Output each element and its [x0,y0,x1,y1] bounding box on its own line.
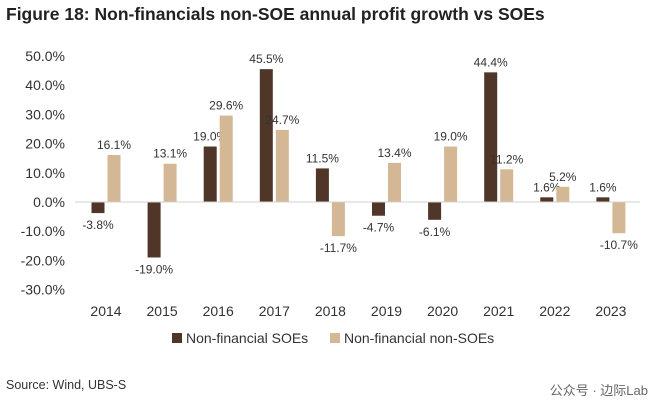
y-tick-label: 40.0% [25,77,65,93]
data-label: 11.2% [490,152,523,166]
y-tick-label: 50.0% [25,48,65,64]
data-label: -19.0% [135,262,173,276]
bar-soe [203,146,217,202]
x-tick-label: 2015 [147,303,178,319]
legend-label: Non-financial SOEs [186,330,308,346]
data-label: 11.5% [306,151,339,165]
data-label: 19.0% [434,130,468,144]
y-tick-label: -20.0% [21,252,65,268]
bar-non-soe [107,154,121,202]
bar-soe [259,69,273,202]
bar-non-soe [388,162,401,202]
data-label: 45.5% [249,52,283,66]
bar-soe [428,202,442,220]
data-label: 1.6% [533,180,561,194]
x-tick-label: 2017 [259,303,290,319]
bar-soe [484,72,498,203]
bar-soe [596,197,610,202]
bar-non-soe [275,129,289,202]
y-tick-label: -30.0% [21,282,65,298]
y-tick-label: 20.0% [25,136,65,152]
bar-non-soe [219,115,233,202]
data-label: 13.4% [377,146,411,160]
data-label: 29.6% [209,99,243,113]
bar-non-soe [331,202,345,237]
watermark: 公众号 · 边际Lab [549,383,648,398]
bar-chart: 50.0% 40.0% 30.0% 20.0% 10.0% 0.0% -10.0% -20.0… [21,48,640,346]
bar-non-soe [444,146,458,202]
x-tick-label: 2019 [371,303,402,319]
data-label: -6.1% [419,225,451,239]
data-label: -3.8% [82,218,114,232]
data-label: 19.0% [193,130,227,144]
data-label: -4.7% [363,221,395,235]
y-tick-label: -10.0% [21,223,65,239]
data-label: -11.7% [320,241,357,255]
legend-swatch [172,333,182,343]
data-label: -10.7% [600,238,638,252]
bar-non-soe [163,163,177,202]
bar-non-soe [500,169,514,202]
y-tick-label: 10.0% [25,165,65,181]
x-tick-label: 2022 [539,303,570,319]
chart-title: Figure 18: Non-financials non-SOE annual… [6,4,545,24]
bar-soe [540,197,554,202]
bar-soe [91,202,105,214]
data-label: 16.1% [97,138,131,152]
x-tick-label: 2016 [203,303,234,319]
x-tick-label: 2020 [427,303,458,319]
bar-soe [372,202,385,216]
y-tick-label: 30.0% [25,106,65,122]
bar-non-soe [612,202,626,234]
data-label: 24.7% [265,113,299,127]
source-note: Source: Wind, UBS-S [6,378,127,392]
bar-non-soe [556,186,570,202]
legend-swatch [330,333,340,343]
x-tick-label: 2021 [483,303,514,319]
x-tick-label: 2023 [595,303,626,319]
data-label: 5.2% [549,170,577,184]
data-label: 44.4% [474,55,508,69]
y-tick-label: 0.0% [33,194,65,210]
bar-soe [315,168,329,202]
data-label: 1.6% [589,180,617,194]
bar-soe [147,202,161,258]
x-tick-label: 2014 [90,303,121,319]
x-tick-label: 2018 [315,303,346,319]
legend-label: Non-financial non-SOEs [344,330,494,346]
data-label: 13.1% [153,147,187,161]
